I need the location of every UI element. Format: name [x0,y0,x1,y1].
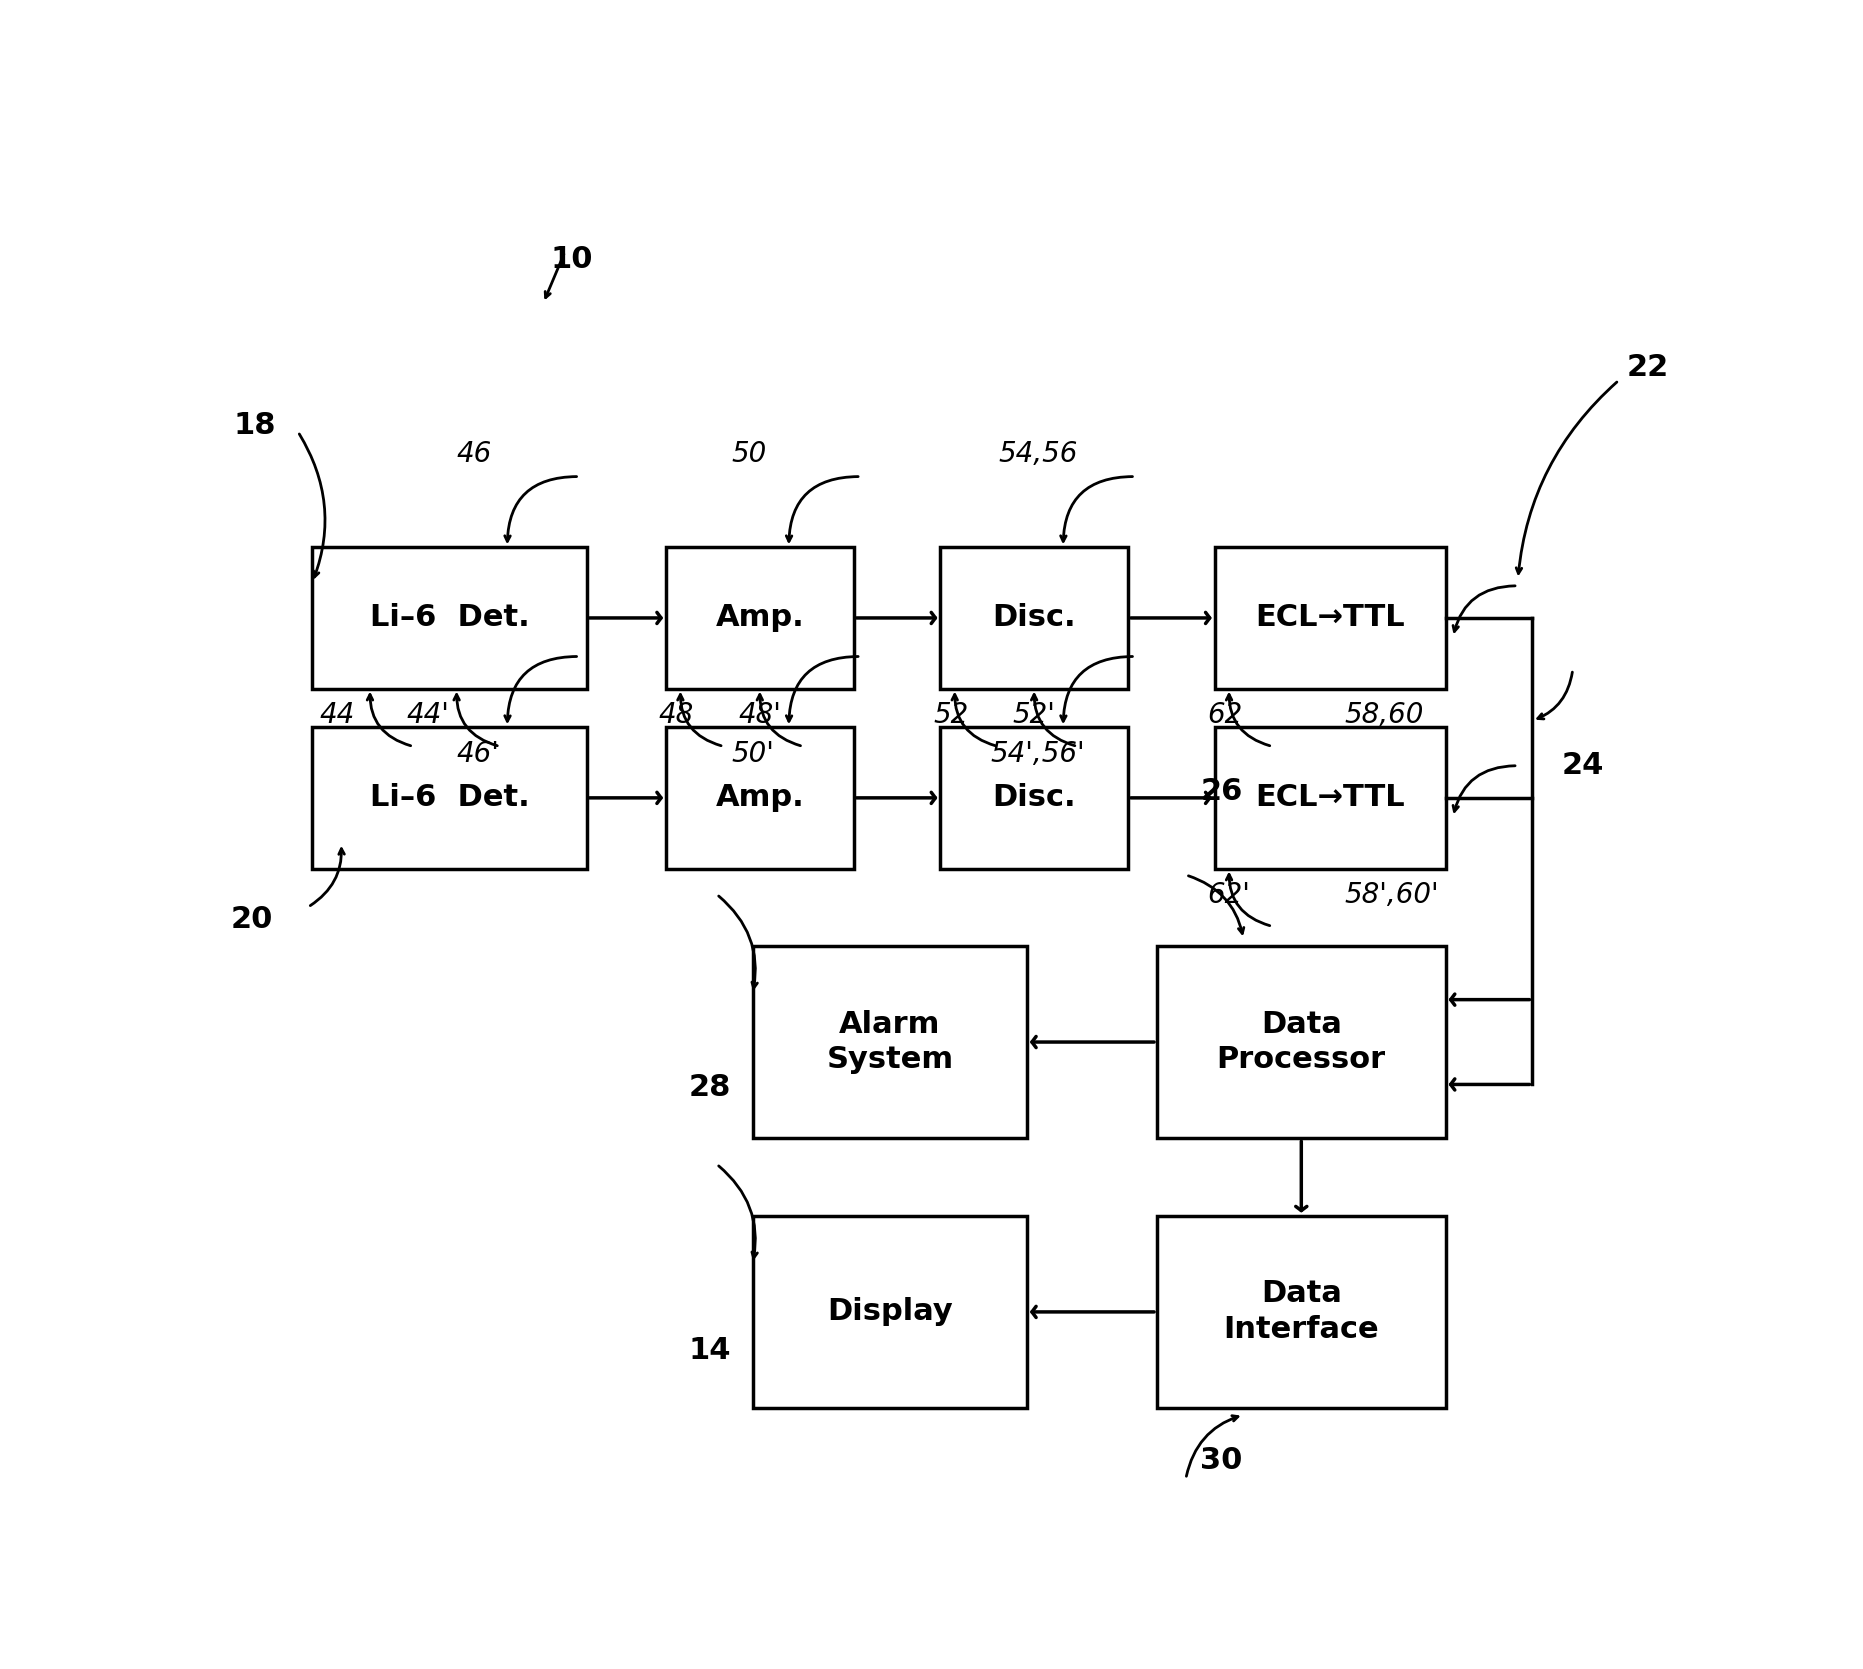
Text: Li–6  Det.: Li–6 Det. [369,783,529,813]
Bar [753,946,1027,1138]
Text: Data
Processor: Data Processor [1217,1010,1386,1075]
Text: 48': 48' [738,701,781,729]
Bar [941,728,1127,868]
Bar [1215,547,1446,689]
Bar [1215,728,1446,868]
Text: 52': 52' [1013,701,1056,729]
Text: Disc.: Disc. [993,783,1077,813]
Text: 48: 48 [660,701,695,729]
Bar [667,547,853,689]
Text: 22: 22 [1626,352,1669,382]
Text: 50': 50' [730,739,773,768]
Text: 10: 10 [551,245,592,274]
Text: Disc.: Disc. [993,604,1077,633]
Text: 44': 44' [406,701,449,729]
Bar [313,547,587,689]
Text: 54',56': 54',56' [991,739,1086,768]
Bar [667,728,853,868]
Text: 62: 62 [1207,701,1243,729]
Text: ECL→TTL: ECL→TTL [1256,604,1405,633]
Text: 44: 44 [320,701,354,729]
Text: 58,60: 58,60 [1345,701,1423,729]
Bar [753,1215,1027,1409]
Text: ECL→TTL: ECL→TTL [1256,783,1405,813]
Text: 58',60': 58',60' [1345,881,1440,910]
Text: Display: Display [827,1297,952,1327]
Text: Amp.: Amp. [715,783,805,813]
Text: 26: 26 [1200,778,1243,806]
Text: Data
Interface: Data Interface [1224,1280,1379,1344]
Text: Alarm
System: Alarm System [827,1010,954,1075]
Bar [941,547,1127,689]
Text: 18: 18 [233,411,276,439]
Text: 30: 30 [1200,1445,1243,1475]
Text: 46: 46 [456,439,492,467]
Text: 54,56: 54,56 [999,439,1077,467]
Text: 62': 62' [1207,881,1250,910]
Text: 20: 20 [231,906,274,935]
Text: 24: 24 [1561,751,1604,779]
Text: 28: 28 [689,1073,730,1102]
Text: Amp.: Amp. [715,604,805,633]
Bar [1157,946,1446,1138]
Bar [1157,1215,1446,1409]
Text: 14: 14 [689,1335,730,1365]
Text: 52: 52 [933,701,969,729]
Text: 50: 50 [730,439,766,467]
Text: Li–6  Det.: Li–6 Det. [369,604,529,633]
Bar [313,728,587,868]
Text: 46': 46' [456,739,499,768]
